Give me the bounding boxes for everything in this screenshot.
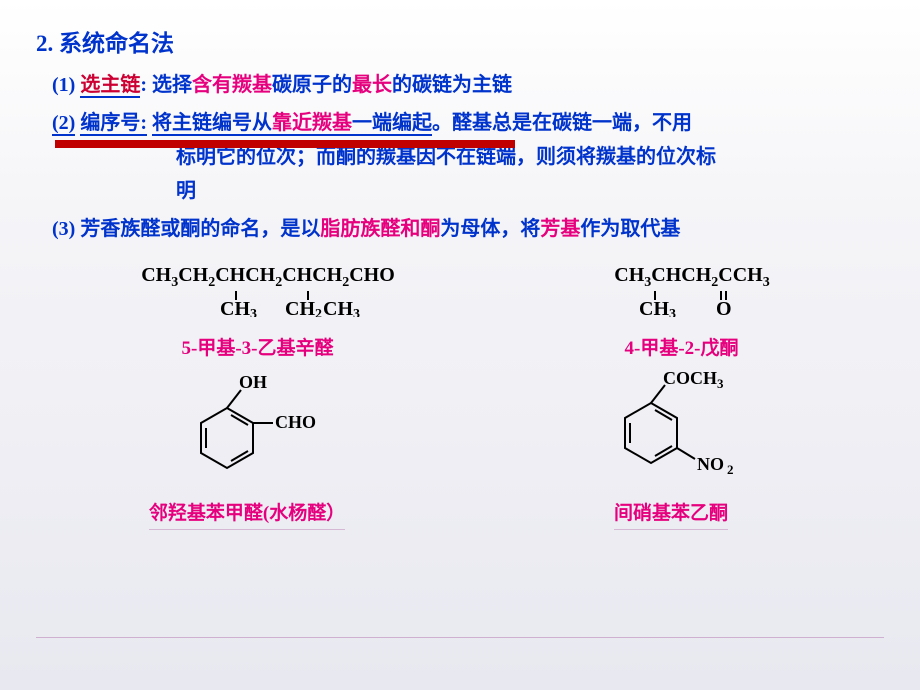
red-underline-bar [55,140,515,148]
svg-text:3: 3 [717,376,724,391]
names-row: 5-甲基-3-乙基辛醛 4-甲基-2-戊酮 [36,333,884,360]
formula-1: CH3CH2CHCH2CHCH2CHO CH3 CH2CH3 [138,264,398,317]
svg-text:CH: CH [285,298,315,317]
oh-label: OH [239,372,267,392]
svg-text:CH: CH [639,298,669,317]
rule1-colon: : [140,74,147,96]
rule1-h2: 最长 [352,74,392,96]
section-title: 2. 系统命名法 [36,24,884,58]
f1-bonds-icon: CH3 CH2CH3 [138,291,398,317]
f1-line2: CH3 CH2CH3 [138,291,398,317]
rule3-h2: 芳基 [540,218,580,240]
rule2-t1: 将主链编号从 [152,112,272,136]
rule1-t3: 的碳链为主链 [392,74,512,96]
f2-bonds-icon: CH3 O [602,291,782,317]
cho-label: CHO [275,412,316,432]
rule-3: (3) 芳香族醛或酮的命名，是以脂肪族醛和酮为母体，将芳基作为取代基 [52,212,884,246]
rule2-line3: 明 [52,174,884,208]
svg-text:2: 2 [727,462,734,477]
svg-text:CH: CH [323,298,353,317]
svg-text:3: 3 [250,307,257,317]
rule3-h1: 脂肪族醛和酮 [320,218,440,240]
benzene-oh-cho-icon: OH CHO [157,368,337,488]
structure-1-name: 邻羟基苯甲醛(水杨醛） [149,498,345,530]
svg-text:3: 3 [353,307,360,317]
f2-line2: CH3 O [602,291,782,317]
rule1-t2: 碳原子的 [272,74,352,96]
formula-2: CH3CHCH2CCH3 CH3 O [602,264,782,317]
structure-1: OH CHO 邻羟基苯甲醛(水杨醛） [149,368,345,530]
rule1-h1: 含有羰基 [192,74,272,96]
svg-text:3: 3 [669,307,676,317]
rule3-t3: 作为取代基 [580,218,680,240]
rule1-num: (1) [52,74,75,96]
svg-text:2: 2 [315,307,322,317]
rule3-t2: 为母体，将 [440,218,540,240]
rule3-t1: 芳香族醛或酮的命名，是以 [80,218,320,240]
rules-section: (1) 选主链: 选择含有羰基碳原子的最长的碳链为主链 (2) 编序号: 将主链… [36,68,884,246]
rule1-label: 选主链 [80,74,140,98]
structures-row: OH CHO 邻羟基苯甲醛(水杨醛） COCH3 NO2 间硝基苯乙酮 [36,368,884,530]
compound-name-2: 4-甲基-2-戊酮 [625,333,739,360]
footer-divider [36,637,884,638]
no2-label: NO [697,454,724,474]
rule2-h1: 靠近羰基 [272,112,352,136]
coch3-label: COCH [663,368,717,388]
rule2-num: (2) [52,112,75,136]
title-text: 系统命名法 [59,31,174,56]
rule2-label: 编序号 [80,112,140,136]
rule2-t2-a: 一端编起 [352,112,432,136]
formula-row: CH3CH2CHCH2CHCH2CHO CH3 CH2CH3 CH3CHCH2C… [36,264,884,317]
rule2-t2-b: 。醛基总是在碳链一端，不用 [432,112,692,134]
f1-line1: CH3CH2CHCH2CHCH2CHO [141,264,395,286]
svg-text:O: O [716,298,732,317]
rule-2: (2) 编序号: 将主链编号从靠近羰基一端编起 。醛基总是在碳链一端，不用 标明… [52,106,884,208]
compound-name-1: 5-甲基-3-乙基辛醛 [182,333,334,360]
f2-line1: CH3CHCH2CCH3 [614,264,769,286]
rule3-num: (3) [52,218,75,240]
rule1-t1: 选择 [152,74,192,96]
benzene-coch3-no2-icon: COCH3 NO2 [571,368,771,488]
rule2-colon: : [140,112,147,136]
structure-2: COCH3 NO2 间硝基苯乙酮 [571,368,771,530]
svg-text:CH: CH [220,298,250,317]
title-number: 2. [36,31,53,56]
structure-2-name: 间硝基苯乙酮 [614,498,728,530]
rule-1: (1) 选主链: 选择含有羰基碳原子的最长的碳链为主链 [52,68,884,102]
